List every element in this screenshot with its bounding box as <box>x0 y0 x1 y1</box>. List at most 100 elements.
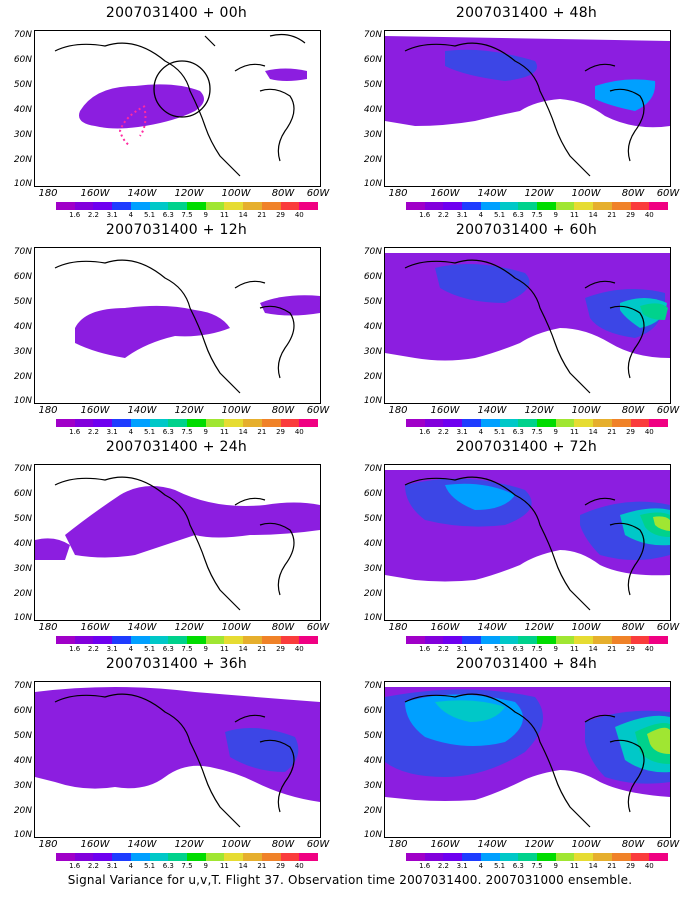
colorbar-level-label: 1.6 <box>419 862 431 870</box>
colorbar-level-label: 4 <box>128 428 134 436</box>
colorbar-swatch <box>593 202 612 210</box>
colorbar-level-label: 4 <box>128 211 134 219</box>
variance-field <box>445 49 537 81</box>
flight-track <box>118 105 147 147</box>
colorbar-swatch <box>149 853 169 861</box>
colorbar-level-label: 2.2 <box>437 428 449 436</box>
lon-label: 60W <box>656 405 680 416</box>
colorbar-level-label: 1.6 <box>419 645 431 653</box>
lon-label: 100W <box>221 839 251 850</box>
colorbar-level-label: 29 <box>276 211 286 219</box>
observation-region-circle <box>153 60 211 118</box>
map-panel-48h: 2007031400 + 48h 70N 60N 50N 40N 30N 20N… <box>350 5 690 220</box>
variance-field <box>75 305 230 358</box>
colorbar-level-label: 9 <box>203 645 208 653</box>
lon-label: 140W <box>127 622 157 633</box>
colorbar-level-label: 21 <box>257 211 267 219</box>
lon-label: 80W <box>271 622 295 633</box>
lat-label: 30N <box>13 781 32 791</box>
colorbar-level-label: 2.2 <box>87 211 99 219</box>
colorbar-level-label: 11 <box>569 211 579 219</box>
colorbar-swatch <box>462 202 481 210</box>
map-canvas <box>385 470 670 611</box>
lon-label: 80W <box>621 622 645 633</box>
colorbar-level-label: 11 <box>219 645 229 653</box>
panel-title: 2007031400 + 72h <box>455 439 598 455</box>
lat-label: 60N <box>13 272 32 282</box>
panel-title: 2007031400 + 48h <box>455 5 598 21</box>
colorbar-level-label: 4 <box>128 862 134 870</box>
colorbar-swatch <box>443 202 463 210</box>
colorbar-level-label: 4 <box>478 645 484 653</box>
colorbar-swatch <box>299 202 319 210</box>
lat-label: 50N <box>13 731 32 741</box>
colorbar-level-label: 6.3 <box>162 428 174 436</box>
colorbar-swatch <box>93 636 113 644</box>
map-canvas <box>35 687 320 828</box>
map-panel-24h: 2007031400 + 24h 70N 60N 50N 40N 30N 20N… <box>0 439 340 654</box>
lon-label: 60W <box>656 622 680 633</box>
lat-label: 10N <box>13 179 32 189</box>
colorbar-swatch <box>224 202 244 210</box>
colorbar-level-label: 5.1 <box>493 211 506 219</box>
lon-label: 180 <box>38 405 58 416</box>
variance-field <box>79 84 204 129</box>
lat-label: 20N <box>363 806 382 816</box>
lat-label: 20N <box>13 372 32 382</box>
colorbar-swatch <box>555 853 575 861</box>
colorbar-level-label: 6.3 <box>512 428 524 436</box>
lat-label: 60N <box>363 55 382 65</box>
colorbar-swatch <box>243 853 262 861</box>
lat-label: 10N <box>13 396 32 406</box>
colorbar-level-label: 14 <box>588 645 598 653</box>
colorbar-level-label: 40 <box>644 428 654 436</box>
colorbar-level-label: 9 <box>553 862 558 870</box>
colorbar-swatch <box>555 636 575 644</box>
colorbar-swatch <box>56 202 75 210</box>
colorbar-labels: 1.6 2.2 3.1 4 5.1 6.3 7.5 9 11 14 21 29 40 <box>406 211 668 221</box>
lon-label: 120W <box>174 839 204 850</box>
lon-label: 80W <box>271 405 295 416</box>
lon-label: 160W <box>80 839 110 850</box>
coastline <box>54 259 295 394</box>
colorbar-level-label: 3.1 <box>106 862 118 870</box>
colorbar-level-label: 21 <box>257 645 267 653</box>
colorbar-level-label: 1.6 <box>69 211 81 219</box>
colorbar-level-label: 21 <box>607 211 617 219</box>
lon-label: 180 <box>38 622 58 633</box>
colorbar-swatch <box>443 419 463 427</box>
map-area <box>384 681 671 838</box>
colorbar-swatch <box>443 853 463 861</box>
colorbar-swatch <box>630 419 650 427</box>
colorbar-swatch <box>574 419 594 427</box>
map-canvas <box>385 36 670 177</box>
colorbar-swatch <box>462 419 481 427</box>
colorbar-level-label: 40 <box>644 862 654 870</box>
colorbar-swatch <box>224 853 244 861</box>
lon-label: 100W <box>221 622 251 633</box>
lat-label: 70N <box>13 30 32 40</box>
colorbar-labels: 1.6 2.2 3.1 4 5.1 6.3 7.5 9 11 14 21 29 40 <box>406 645 668 655</box>
colorbar-level-label: 3.1 <box>106 211 118 219</box>
lat-label: 10N <box>363 613 382 623</box>
colorbar <box>406 853 669 861</box>
lon-label: 160W <box>430 188 460 199</box>
colorbar-level-label: 4 <box>478 428 484 436</box>
colorbar-labels: 1.6 2.2 3.1 4 5.1 6.3 7.5 9 11 14 21 29 40 <box>406 862 668 872</box>
colorbar-swatch <box>537 853 556 861</box>
lon-label: 160W <box>80 405 110 416</box>
colorbar-swatch <box>299 853 319 861</box>
lat-label: 10N <box>363 396 382 406</box>
colorbar-swatch <box>243 419 262 427</box>
lat-label: 30N <box>13 130 32 140</box>
lon-label: 160W <box>80 188 110 199</box>
variance-field <box>445 483 515 510</box>
colorbar-swatch <box>187 202 206 210</box>
lat-label: 30N <box>363 347 382 357</box>
colorbar-swatch <box>406 202 425 210</box>
colorbar-level-label: 11 <box>219 211 229 219</box>
colorbar-level-label: 21 <box>607 645 617 653</box>
lat-label: 20N <box>363 372 382 382</box>
colorbar-level-label: 6.3 <box>512 645 524 653</box>
variance-field <box>435 264 530 303</box>
